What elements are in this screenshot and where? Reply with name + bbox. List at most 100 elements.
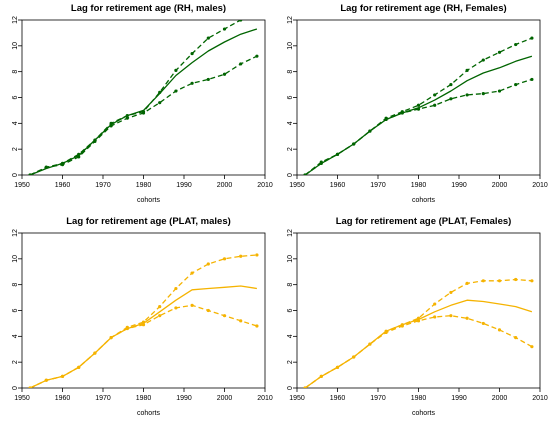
series-point (222, 72, 227, 76)
series-line-dashed (29, 55, 258, 175)
y-tick-label: 6 (12, 308, 19, 312)
series-point (174, 286, 178, 291)
x-tick-label: 1960 (330, 395, 346, 402)
series-point (319, 374, 323, 378)
x-axis-label: cohorts (412, 197, 435, 204)
series-point (190, 51, 194, 56)
plot-frame (296, 19, 541, 176)
chart-svg: Lag for retirement age (RH, males) 1950 19… (12, 3, 273, 204)
series-point (239, 254, 243, 258)
x-tick-label: 2000 (492, 395, 508, 402)
x-tick-label: 2010 (257, 182, 273, 189)
series-point (368, 129, 372, 133)
y-tick-label: 8 (287, 70, 294, 74)
chart-svg: Lag for retirement age (RH, Females) 1950… (287, 3, 548, 204)
series-point (60, 163, 65, 167)
y-tick-label: 12 (287, 16, 294, 24)
x-tick-label: 2000 (217, 182, 233, 189)
plot-frame (21, 19, 266, 176)
series-point (158, 101, 162, 105)
series-point (465, 316, 469, 320)
series-point (44, 378, 48, 382)
series-point (109, 336, 113, 340)
series-point (190, 81, 194, 85)
series-point (530, 36, 534, 40)
series-point (335, 365, 340, 369)
series-point (497, 89, 502, 93)
series-point (481, 58, 485, 62)
x-tick-label: 2000 (217, 395, 233, 402)
series-point (368, 342, 372, 346)
x-tick-label: 1960 (55, 395, 71, 402)
series-point (158, 90, 162, 94)
series-line-dashed (304, 278, 532, 388)
series-point (303, 386, 307, 388)
plot-area (303, 36, 534, 175)
series-point (239, 20, 243, 22)
y-tick-label: 4 (287, 121, 294, 125)
y-tick-label: 6 (287, 95, 294, 99)
chart-title: Lag for retirement age (PLAT, Females) (336, 216, 512, 227)
series-point (93, 139, 97, 144)
series-point (433, 93, 437, 97)
y-tick-label: 0 (287, 173, 294, 177)
y-tick-label: 2 (12, 360, 19, 364)
series-point (416, 319, 421, 323)
y-tick-label: 8 (12, 283, 19, 287)
series-point (174, 306, 178, 310)
chart-panel-plat-females: Lag for retirement age (PLAT, Females) 19… (275, 213, 550, 426)
series-point (174, 89, 178, 93)
series-point (60, 374, 65, 378)
series-point (481, 279, 485, 283)
series-line-dashed (304, 315, 533, 388)
y-tick-label: 6 (12, 95, 19, 99)
series-line-dashed (304, 37, 533, 175)
y-tick-label: 2 (287, 147, 294, 151)
x-tick-label: 1960 (55, 182, 71, 189)
series-line-solid (304, 55, 533, 175)
x-axis-label: cohorts (137, 197, 160, 204)
series-point (125, 113, 129, 118)
series-point (109, 124, 113, 128)
series-point (239, 319, 243, 323)
series-point (400, 324, 404, 328)
series-line-dashed (29, 20, 242, 175)
x-tick-label: 1990 (451, 395, 467, 402)
x-tick-label: 1970 (95, 395, 111, 402)
series-point (481, 321, 485, 326)
plot-area (28, 253, 259, 388)
series-point (190, 303, 194, 307)
x-tick-label: 1990 (451, 182, 467, 189)
x-tick-label: 2010 (532, 395, 548, 402)
y-tick-label: 0 (287, 386, 294, 390)
series-point (158, 314, 162, 318)
x-tick-label: 1980 (136, 395, 152, 402)
series-point (77, 152, 81, 156)
series-point (206, 262, 210, 266)
x-axis-label: cohorts (137, 410, 160, 417)
plot-frame (21, 232, 266, 389)
y-tick-label: 12 (287, 229, 294, 237)
x-tick-label: 1970 (370, 395, 386, 402)
series-point (497, 328, 502, 332)
series-point (514, 277, 518, 282)
y-tick-label: 10 (12, 255, 19, 263)
series-point (449, 97, 453, 101)
series-point (222, 257, 227, 261)
y-tick-label: 4 (287, 334, 294, 338)
x-tick-label: 1950 (14, 395, 30, 402)
x-tick-label: 1980 (136, 182, 152, 189)
chart-svg: Lag for retirement age (PLAT, Females) 19… (287, 216, 548, 417)
series-point (93, 351, 97, 355)
x-axis-label: cohorts (412, 410, 435, 417)
series-point (125, 326, 129, 331)
series-line-solid (29, 28, 258, 175)
series-point (206, 308, 210, 313)
series-point (465, 68, 469, 72)
series-point (319, 161, 323, 165)
series-point (530, 345, 534, 349)
series-point (141, 320, 146, 324)
chart-title: Lag for retirement age (RH, Females) (340, 3, 506, 14)
y-tick-label: 10 (287, 255, 294, 263)
